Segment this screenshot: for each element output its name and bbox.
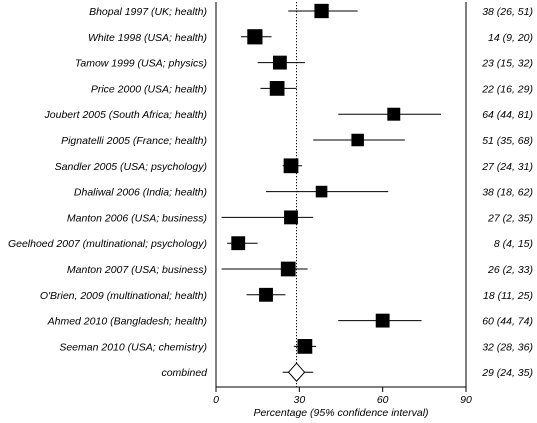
point-estimate [280,261,296,277]
point-estimate [284,210,298,225]
x-tick-label: 30 [293,394,305,406]
ci-value: 60 (44, 74) [482,316,533,328]
ci-value: 32 (28, 36) [482,341,533,353]
ci-value: 8 (4, 15) [494,238,533,250]
x-tick-label: 0 [213,394,219,406]
study-label: Pignatelli 2005 (France; health) [61,135,207,147]
point-estimate [375,313,390,328]
study-label: Tamow 1999 (USA; physics) [75,58,207,70]
ci-value: 64 (44, 81) [482,109,533,121]
point-estimate [231,236,246,251]
study-label: Joubert 2005 (South Africa; health) [44,109,207,121]
ci-value: 27 (24, 31) [481,161,533,173]
ci-value: 22 (16, 29) [481,83,533,95]
point-estimate [351,133,364,147]
point-estimate [314,3,329,19]
study-label: Price 2000 (USA; health) [91,83,207,95]
point-estimate [387,107,401,121]
point-estimate [315,185,328,198]
ci-value: 26 (2, 33) [487,264,533,276]
combined-ci-value: 29 (24, 35) [481,367,533,379]
ci-value: 18 (11, 25) [483,290,533,302]
combined-diamond [287,362,306,382]
study-label: Dhaliwal 2006 (India; health) [74,187,207,199]
ci-value: 27 (2, 35) [487,212,533,224]
study-label: Geelhoed 2007 (multinational; psychology… [8,238,207,250]
study-label: Ahmed 2010 (Bangladesh; health) [47,316,207,328]
ci-value: 38 (26, 51) [482,6,533,18]
point-estimate [272,55,287,70]
study-label: White 1998 (USA; health) [88,32,207,44]
study-label: O'Brien, 2009 (multinational; health) [40,290,207,302]
ci-value: 51 (35, 68) [482,135,533,147]
x-axis-label: Percentage (95% confidence interval) [253,407,428,419]
study-label: Sandler 2005 (USA; psychology) [55,161,207,173]
x-tick-label: 90 [460,394,472,406]
point-estimate [269,81,285,96]
study-label: Manton 2007 (USA; business) [67,264,207,276]
combined-label: combined [161,367,208,379]
study-label: Seeman 2010 (USA; chemistry) [59,341,207,353]
study-label: Manton 2006 (USA; business) [67,212,207,224]
point-estimate [283,158,299,174]
study-label: Bhopal 1997 (UK; health) [89,6,207,18]
point-estimate [259,287,273,302]
ci-value: 38 (18, 62) [482,187,533,199]
ci-value: 14 (9, 20) [488,32,533,44]
point-estimate [297,339,313,354]
ci-value: 23 (15, 32) [481,58,533,70]
x-tick-label: 60 [377,394,389,406]
point-estimate [247,29,263,45]
